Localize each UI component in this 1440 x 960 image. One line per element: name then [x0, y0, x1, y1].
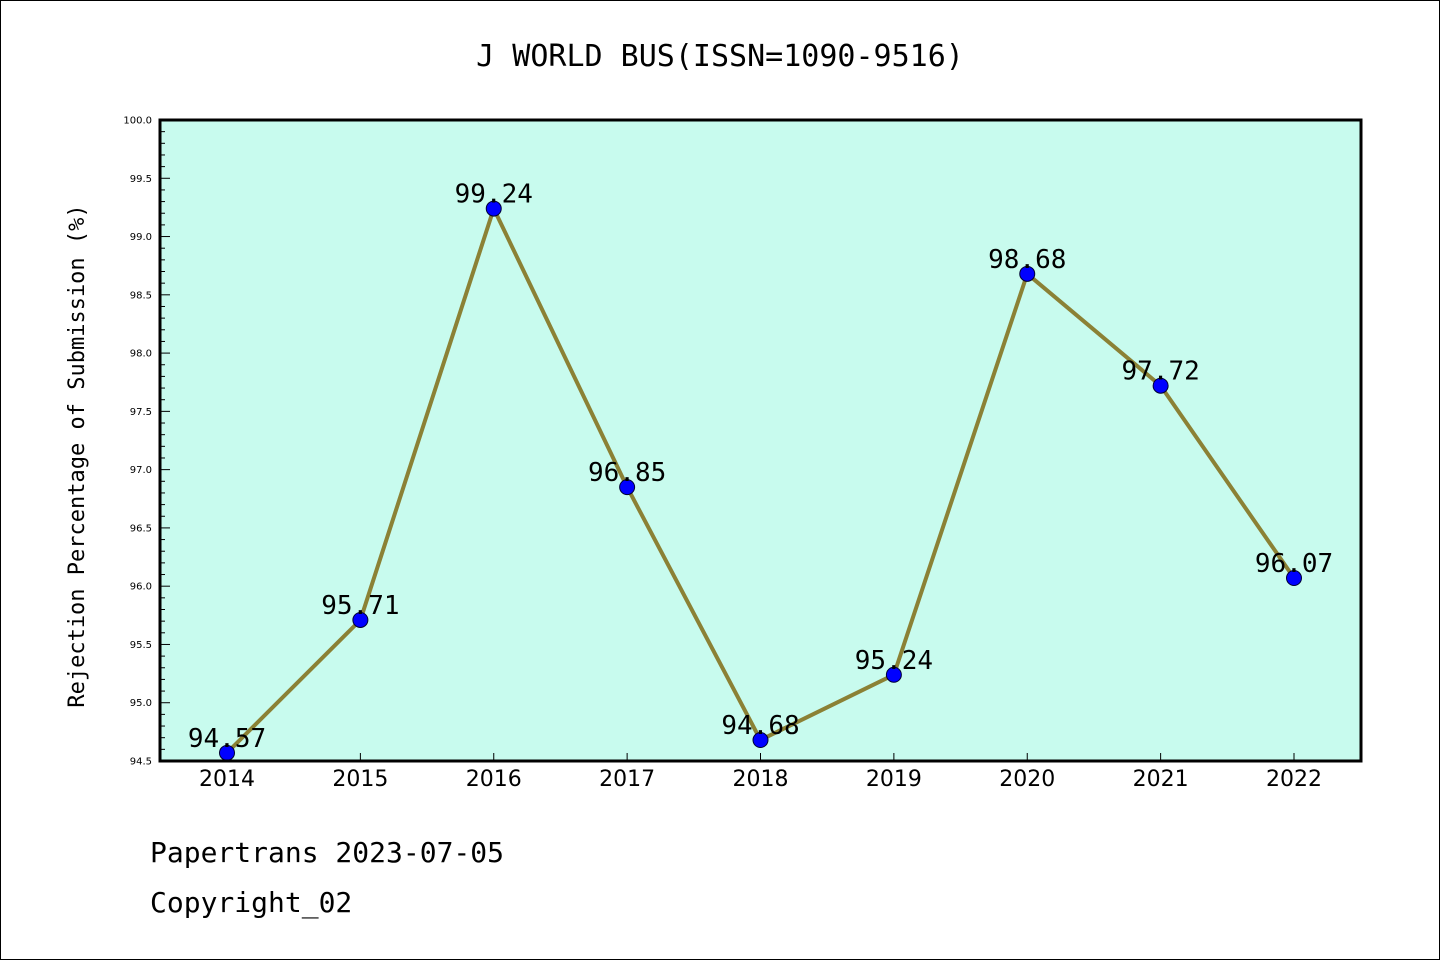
data-label-2015: 95.71 — [321, 591, 399, 621]
x-tick-label: 2020 — [999, 767, 1055, 792]
data-label-2017: 96.85 — [588, 458, 666, 488]
y-tick-label: 95.0 — [130, 698, 152, 709]
x-tick-label: 2016 — [466, 767, 522, 792]
y-tick-label: 100.0 — [123, 116, 152, 127]
y-tick-label: 96.5 — [130, 523, 152, 534]
y-axis: 94.5 95.0 95.5 96.0 96.5 97.0 97.5 98.0 98.5 99.0… — [123, 116, 170, 768]
x-axis: 2014 2015 2016 2017 2018 2019 2020 2021 2022 — [199, 753, 1322, 792]
data-point-2019 — [885, 666, 902, 683]
x-tick-label: 2019 — [866, 767, 922, 792]
chart-title: J WORLD BUS(ISSN=1090-9516) — [476, 39, 964, 74]
data-label-2022: 96.07 — [1255, 549, 1333, 579]
x-tick-label: 2015 — [332, 767, 388, 792]
x-tick-label: 2021 — [1133, 767, 1189, 792]
y-tick-label: 99.5 — [130, 174, 152, 185]
data-point-2020 — [1019, 265, 1036, 282]
data-point-2015 — [352, 611, 369, 628]
y-tick-label: 98.5 — [130, 290, 152, 301]
data-point-2016 — [485, 200, 502, 217]
x-tick-label: 2017 — [599, 767, 655, 792]
data-point-2018 — [752, 732, 769, 749]
x-tick-label: 2022 — [1266, 767, 1322, 792]
data-point-2022 — [1286, 570, 1302, 587]
y-axis-label: Rejection Percentage of Submission (%) — [65, 204, 90, 707]
y-tick-label: 94.5 — [130, 757, 152, 768]
data-label-2020: 98.68 — [988, 245, 1066, 275]
data-label-2014: 94.57 — [188, 724, 266, 754]
x-tick-label: 2014 — [199, 767, 255, 792]
data-point-2021 — [1152, 377, 1169, 394]
data-points — [219, 200, 1302, 761]
footer-date: Papertrans 2023-07-05 — [150, 836, 505, 869]
x-tick-label: 2018 — [733, 767, 789, 792]
data-label-2016: 99.24 — [455, 180, 533, 210]
y-tick-label: 98.0 — [130, 349, 152, 360]
y-tick-label: 99.0 — [130, 232, 152, 243]
plot-area — [160, 120, 1361, 761]
y-tick-label: 95.5 — [130, 640, 152, 651]
y-tick-label: 96.0 — [130, 582, 152, 593]
data-point-2017 — [619, 479, 636, 496]
y-tick-label: 97.5 — [130, 407, 152, 418]
data-label-2021: 97.72 — [1121, 357, 1199, 387]
footer-copyright: Copyright_02 — [150, 886, 353, 919]
plot-border — [158, 118, 1363, 763]
data-label-2019: 95.24 — [855, 646, 933, 676]
data-label-2018: 94.68 — [721, 711, 799, 741]
data-labels: 94.57 95.71 99.24 96.85 94.68 95.24 98.68 97.72… — [188, 180, 1333, 754]
y-tick-label: 97.0 — [130, 465, 152, 476]
